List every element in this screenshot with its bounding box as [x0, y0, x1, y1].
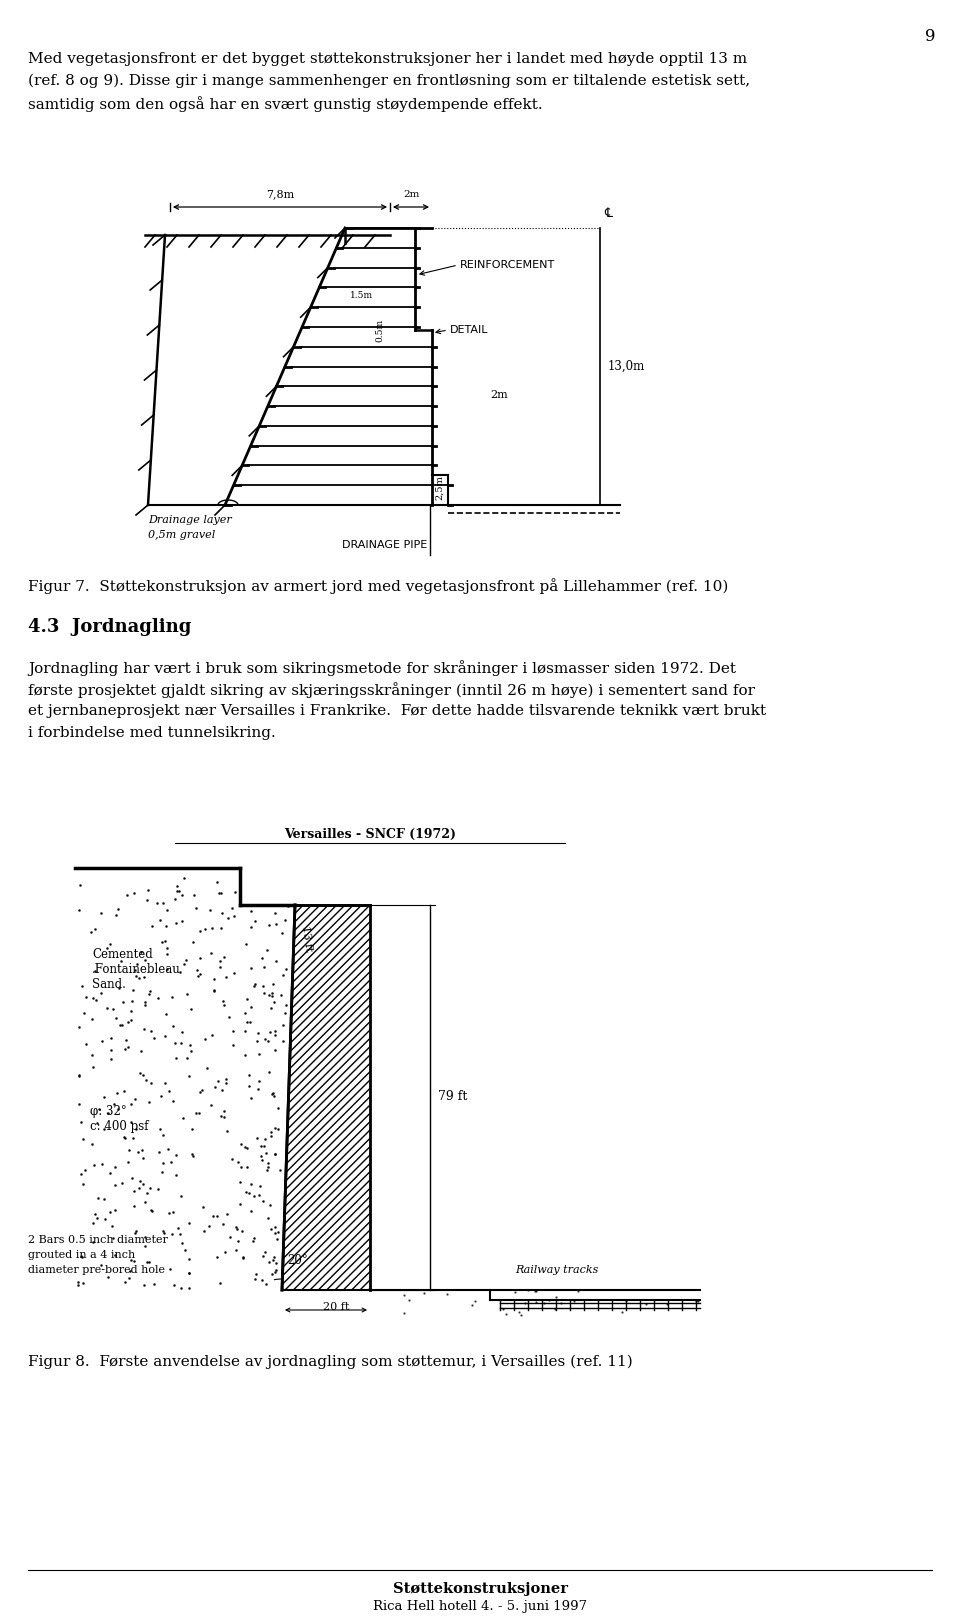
Text: samtidig som den også har en svært gunstig støydempende effekt.: samtidig som den også har en svært gunst…: [28, 96, 542, 112]
Text: 7,8m: 7,8m: [266, 190, 294, 199]
Text: Rica Hell hotell 4. - 5. juni 1997: Rica Hell hotell 4. - 5. juni 1997: [372, 1601, 588, 1614]
Text: Drainage layer: Drainage layer: [148, 515, 231, 525]
Text: 20 ft: 20 ft: [323, 1302, 349, 1312]
Text: Figur 7.  Støttekonstruksjon av armert jord med vegetasjonsfront på Lillehammer : Figur 7. Støttekonstruksjon av armert jo…: [28, 578, 729, 595]
Text: 1.5m: 1.5m: [350, 290, 373, 300]
Text: φ: 32°: φ: 32°: [90, 1105, 127, 1118]
Text: i forbindelse med tunnelsikring.: i forbindelse med tunnelsikring.: [28, 726, 276, 740]
Text: (ref. 8 og 9). Disse gir i mange sammenhenger en frontløsning som er tiltalende : (ref. 8 og 9). Disse gir i mange sammenh…: [28, 75, 750, 89]
Text: 2,5m: 2,5m: [435, 476, 444, 501]
Text: ℄: ℄: [604, 207, 612, 220]
Text: grouted in a 4 inch: grouted in a 4 inch: [28, 1251, 135, 1260]
Text: 2m: 2m: [490, 390, 508, 400]
Text: 0,5m gravel: 0,5m gravel: [148, 530, 215, 539]
Text: 13,0m: 13,0m: [608, 360, 645, 373]
Text: første prosjektet gjaldt sikring av skjæringsskråninger (inntil 26 m høye) i sem: første prosjektet gjaldt sikring av skjæ…: [28, 682, 755, 698]
Text: 13 ft: 13 ft: [300, 925, 314, 953]
Text: 2 Bars 0.5 inch diameter: 2 Bars 0.5 inch diameter: [28, 1234, 168, 1246]
Text: Sand.: Sand.: [92, 978, 126, 991]
Text: 0.5m: 0.5m: [375, 319, 385, 342]
Text: 20°: 20°: [287, 1254, 308, 1267]
Text: Cemented: Cemented: [92, 948, 153, 961]
Text: 2m: 2m: [403, 190, 420, 199]
Text: DETAIL: DETAIL: [450, 326, 489, 335]
Text: 4.3  Jordnagling: 4.3 Jordnagling: [28, 617, 191, 637]
Text: Jordnagling har vært i bruk som sikringsmetode for skråninger i løsmasser siden : Jordnagling har vært i bruk som sikrings…: [28, 659, 736, 676]
Text: c: 400 psf: c: 400 psf: [90, 1119, 149, 1132]
Text: 79 ft: 79 ft: [438, 1090, 468, 1103]
Text: Railway tracks: Railway tracks: [515, 1265, 598, 1275]
Text: DRAINAGE PIPE: DRAINAGE PIPE: [343, 539, 427, 551]
Text: diameter pre-bored hole: diameter pre-bored hole: [28, 1265, 165, 1275]
Text: et jernbaneprosjekt nær Versailles i Frankrike.  Før dette hadde tilsvarende tek: et jernbaneprosjekt nær Versailles i Fra…: [28, 705, 766, 718]
Text: Figur 8.  Første anvendelse av jordnagling som støttemur, i Versailles (ref. 11): Figur 8. Første anvendelse av jordnaglin…: [28, 1354, 633, 1369]
Text: .Fontainebleau: .Fontainebleau: [92, 962, 180, 975]
Text: Med vegetasjonsfront er det bygget støttekonstruksjoner her i landet med høyde o: Med vegetasjonsfront er det bygget støtt…: [28, 52, 747, 66]
Text: REINFORCEMENT: REINFORCEMENT: [460, 259, 555, 271]
Text: Støttekonstruksjoner: Støttekonstruksjoner: [393, 1583, 567, 1596]
Text: Versailles - SNCF (1972): Versailles - SNCF (1972): [284, 828, 456, 841]
Text: 9: 9: [924, 28, 935, 45]
